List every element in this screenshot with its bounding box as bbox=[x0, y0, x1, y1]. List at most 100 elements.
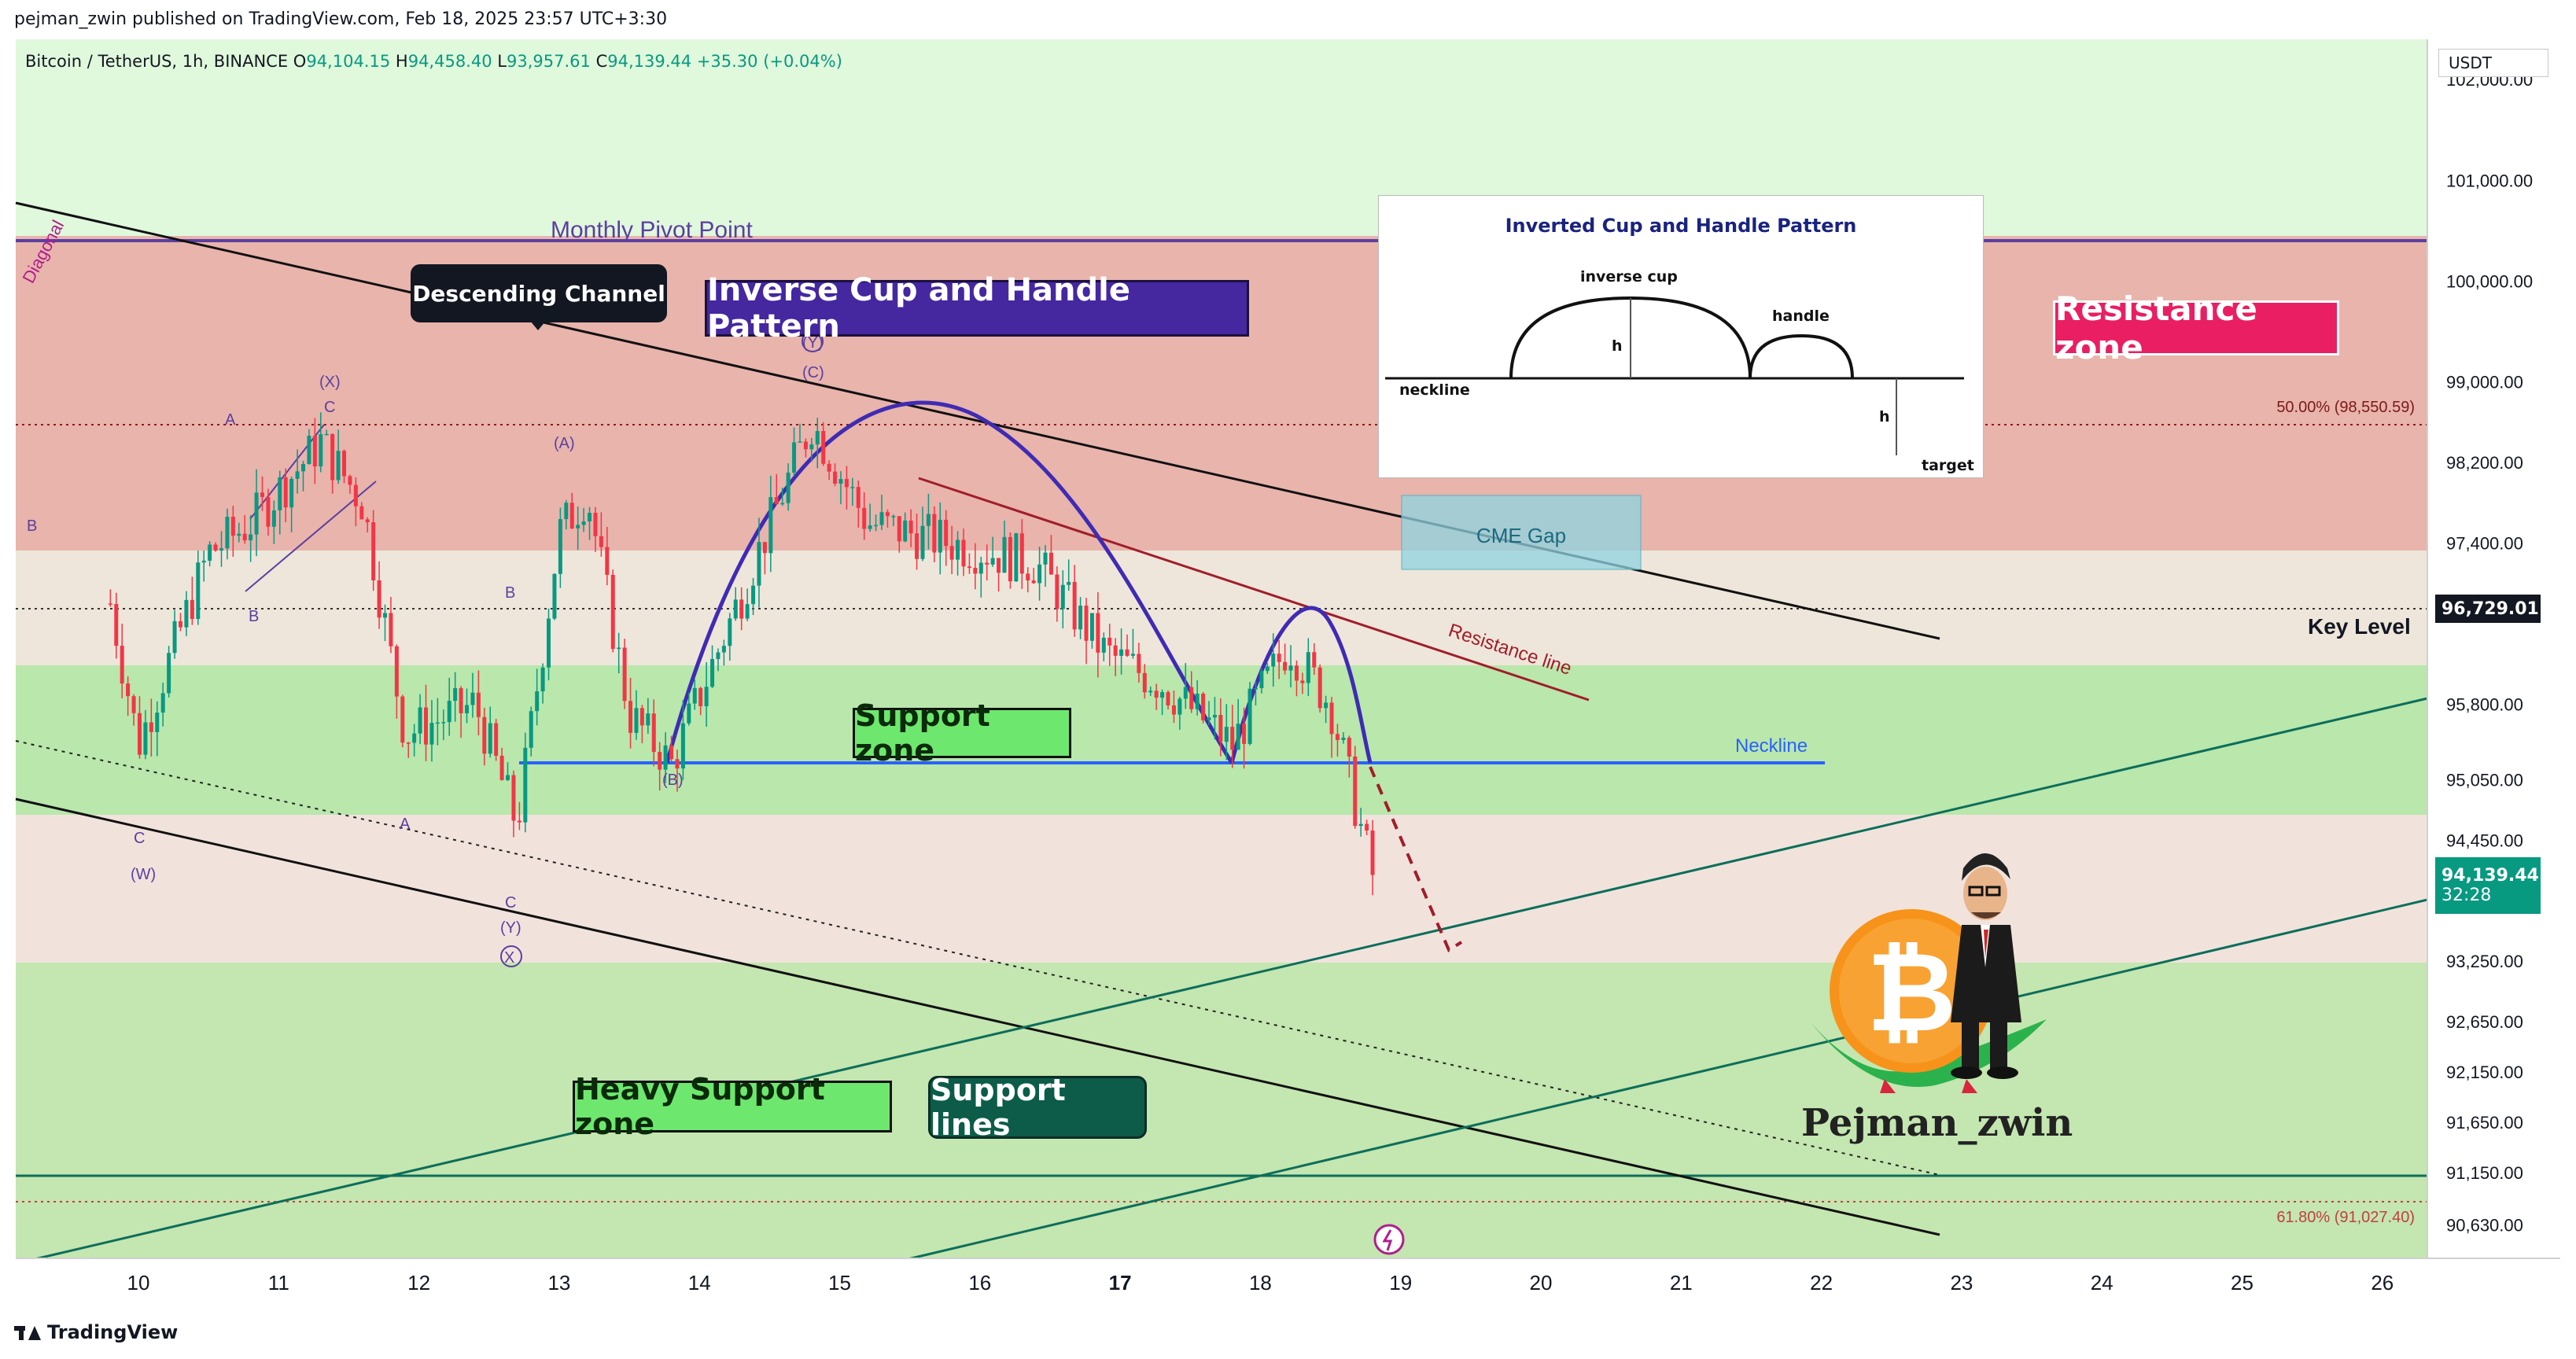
support-line-upper[interactable] bbox=[31, 697, 2428, 1261]
candle-body bbox=[1060, 584, 1065, 610]
time-axis-ticks: 10 11 12 13 14 15 16 17 18 19 20 21 22 23 24 25 26 bbox=[127, 1271, 2394, 1295]
wave-label: (Y) bbox=[802, 334, 824, 352]
time-tick-label: 11 bbox=[268, 1271, 289, 1295]
candle-body bbox=[1230, 727, 1235, 750]
wave-labels: B A (X) C B (W) C A (A) B C (Y) X (B) (Y… bbox=[27, 334, 824, 967]
candle-body bbox=[576, 525, 580, 528]
support-line-lower[interactable] bbox=[904, 898, 2428, 1261]
channel-mid-line[interactable] bbox=[15, 740, 1940, 1176]
currency-selector[interactable]: USDT bbox=[2438, 49, 2548, 77]
candle-body bbox=[1312, 652, 1317, 668]
candle-body bbox=[1329, 702, 1334, 735]
candle-body bbox=[1353, 756, 1358, 827]
candle-countdown: 32:28 bbox=[2441, 886, 2492, 905]
candle-body bbox=[178, 621, 182, 628]
candle-body bbox=[143, 722, 148, 755]
time-tick-label: 23 bbox=[1950, 1271, 1973, 1295]
price-tick-label: 98,200.00 bbox=[2446, 453, 2523, 473]
price-axis-ticks: 90,630.00 91,150.00 91,650.00 92,150.00 92,6… bbox=[2446, 70, 2533, 1235]
wave-label: (A) bbox=[554, 435, 575, 452]
high-label: H bbox=[395, 52, 408, 71]
channel-lower-line[interactable] bbox=[15, 797, 1940, 1236]
time-tick-label: 12 bbox=[407, 1271, 430, 1295]
candle-body bbox=[353, 484, 358, 506]
candle-body bbox=[569, 503, 574, 528]
time-axis[interactable] bbox=[16, 1258, 2427, 1306]
candlestick-series bbox=[108, 412, 1375, 896]
candle-body bbox=[932, 514, 937, 553]
candle-body bbox=[167, 653, 171, 694]
candle-body bbox=[675, 759, 680, 769]
candle-body bbox=[260, 492, 264, 497]
candle-body bbox=[739, 599, 744, 619]
candle-body bbox=[1154, 691, 1159, 698]
candle-body bbox=[190, 599, 194, 620]
candle-body bbox=[249, 534, 253, 541]
candle-body bbox=[1002, 536, 1007, 573]
candle-body bbox=[850, 487, 855, 488]
symbol-name[interactable]: Bitcoin / TetherUS, 1h, BINANCE bbox=[25, 52, 289, 71]
candle-body bbox=[394, 646, 399, 697]
publish-credit: pejman_zwin published on TradingView.com… bbox=[14, 9, 668, 29]
inset-handle-label: handle bbox=[1772, 308, 1830, 325]
candle-body bbox=[716, 652, 720, 659]
price-axis[interactable] bbox=[2427, 39, 2576, 1258]
candle-body bbox=[271, 510, 276, 527]
cme-gap-label: CME Gap bbox=[1476, 524, 1566, 547]
candle-body bbox=[488, 723, 492, 754]
candle-body bbox=[903, 520, 908, 542]
tradingview-logo[interactable]: TradingView bbox=[14, 1321, 178, 1343]
candle-body bbox=[1259, 671, 1264, 689]
price-tick-label: 91,150.00 bbox=[2446, 1163, 2523, 1183]
candle-body bbox=[622, 647, 627, 702]
candle-body bbox=[412, 733, 417, 743]
candle-body bbox=[634, 708, 639, 733]
candle-body bbox=[692, 687, 697, 704]
candle-body bbox=[289, 478, 294, 508]
price-tick-label: 97,400.00 bbox=[2446, 533, 2523, 553]
candle-body bbox=[1148, 691, 1153, 693]
candle-body bbox=[424, 707, 429, 745]
candle-body bbox=[230, 517, 235, 536]
candle-body bbox=[990, 558, 995, 565]
price-tick-label: 94,450.00 bbox=[2446, 830, 2523, 850]
candle-body bbox=[1084, 606, 1089, 641]
candle-body bbox=[733, 599, 738, 619]
candle-body bbox=[324, 433, 329, 436]
candle-body bbox=[429, 723, 434, 745]
candle-body bbox=[827, 463, 831, 472]
candle-body bbox=[704, 687, 709, 706]
candle-body bbox=[511, 775, 516, 821]
candle-body bbox=[1347, 738, 1351, 757]
candle-body bbox=[435, 722, 440, 724]
cme-gap-box[interactable] bbox=[1401, 495, 1642, 570]
current-price-badge[interactable]: 94,139.44 32:28 bbox=[2435, 857, 2541, 914]
candle-body bbox=[184, 599, 189, 628]
ohlc-legend[interactable]: Bitcoin / TetherUS, 1h, BINANCE O94,104.… bbox=[25, 52, 842, 71]
candle-body bbox=[418, 707, 422, 734]
candle-body bbox=[453, 687, 458, 702]
candle-body bbox=[459, 687, 463, 713]
wave-label: C bbox=[324, 399, 335, 416]
resistance-line[interactable] bbox=[918, 477, 1590, 702]
candle-body bbox=[1107, 637, 1112, 646]
candle-body bbox=[137, 713, 142, 755]
candle-body bbox=[406, 742, 411, 744]
candle-body bbox=[885, 512, 890, 517]
wave-label: (Y) bbox=[500, 919, 521, 937]
candle-body bbox=[1089, 613, 1094, 641]
candle-body bbox=[172, 621, 177, 654]
wave-label: B bbox=[249, 608, 259, 625]
candle-body bbox=[1113, 645, 1118, 656]
key-level-price-badge[interactable]: 96,729.01 bbox=[2435, 595, 2541, 623]
event-marker-icon[interactable] bbox=[1373, 1224, 1405, 1255]
time-tick-label: 25 bbox=[2231, 1271, 2254, 1295]
change-value: +35.30 (+0.04%) bbox=[696, 52, 842, 71]
candle-body bbox=[371, 522, 376, 580]
low-value: 93,957.61 bbox=[506, 52, 591, 71]
time-tick-label: 10 bbox=[127, 1271, 150, 1295]
inverse-cup-arc[interactable] bbox=[665, 400, 1234, 764]
candle-body bbox=[1008, 536, 1012, 582]
open-label: O bbox=[293, 52, 307, 71]
